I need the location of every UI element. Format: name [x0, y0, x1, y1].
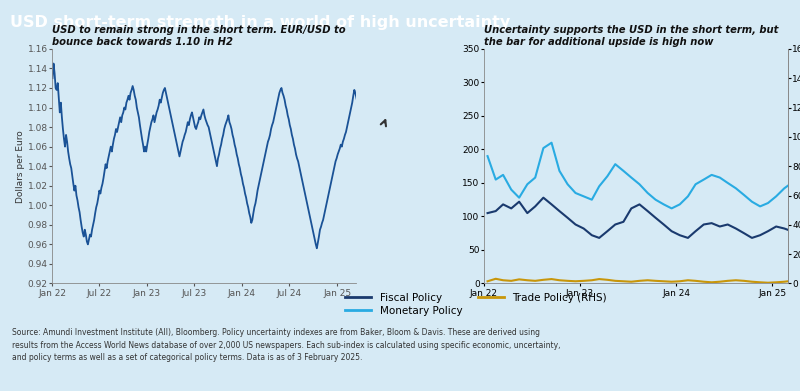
- Text: Source: Amundi Investment Institute (AII), Bloomberg. Policy uncertainty indexes: Source: Amundi Investment Institute (AII…: [12, 328, 561, 362]
- Legend: Fiscal Policy, Monetary Policy, Trade Policy (RHS): Fiscal Policy, Monetary Policy, Trade Po…: [342, 289, 611, 320]
- Text: USD to remain strong in the short term. EUR/USD to
bounce back towards 1.10 in H: USD to remain strong in the short term. …: [52, 25, 346, 47]
- Text: USD short-term strength in a world of high uncertainty: USD short-term strength in a world of hi…: [10, 15, 510, 30]
- Y-axis label: Dollars per Euro: Dollars per Euro: [16, 130, 25, 203]
- Text: Uncertainty supports the USD in the short term, but
the bar for additional upsid: Uncertainty supports the USD in the shor…: [484, 25, 778, 47]
